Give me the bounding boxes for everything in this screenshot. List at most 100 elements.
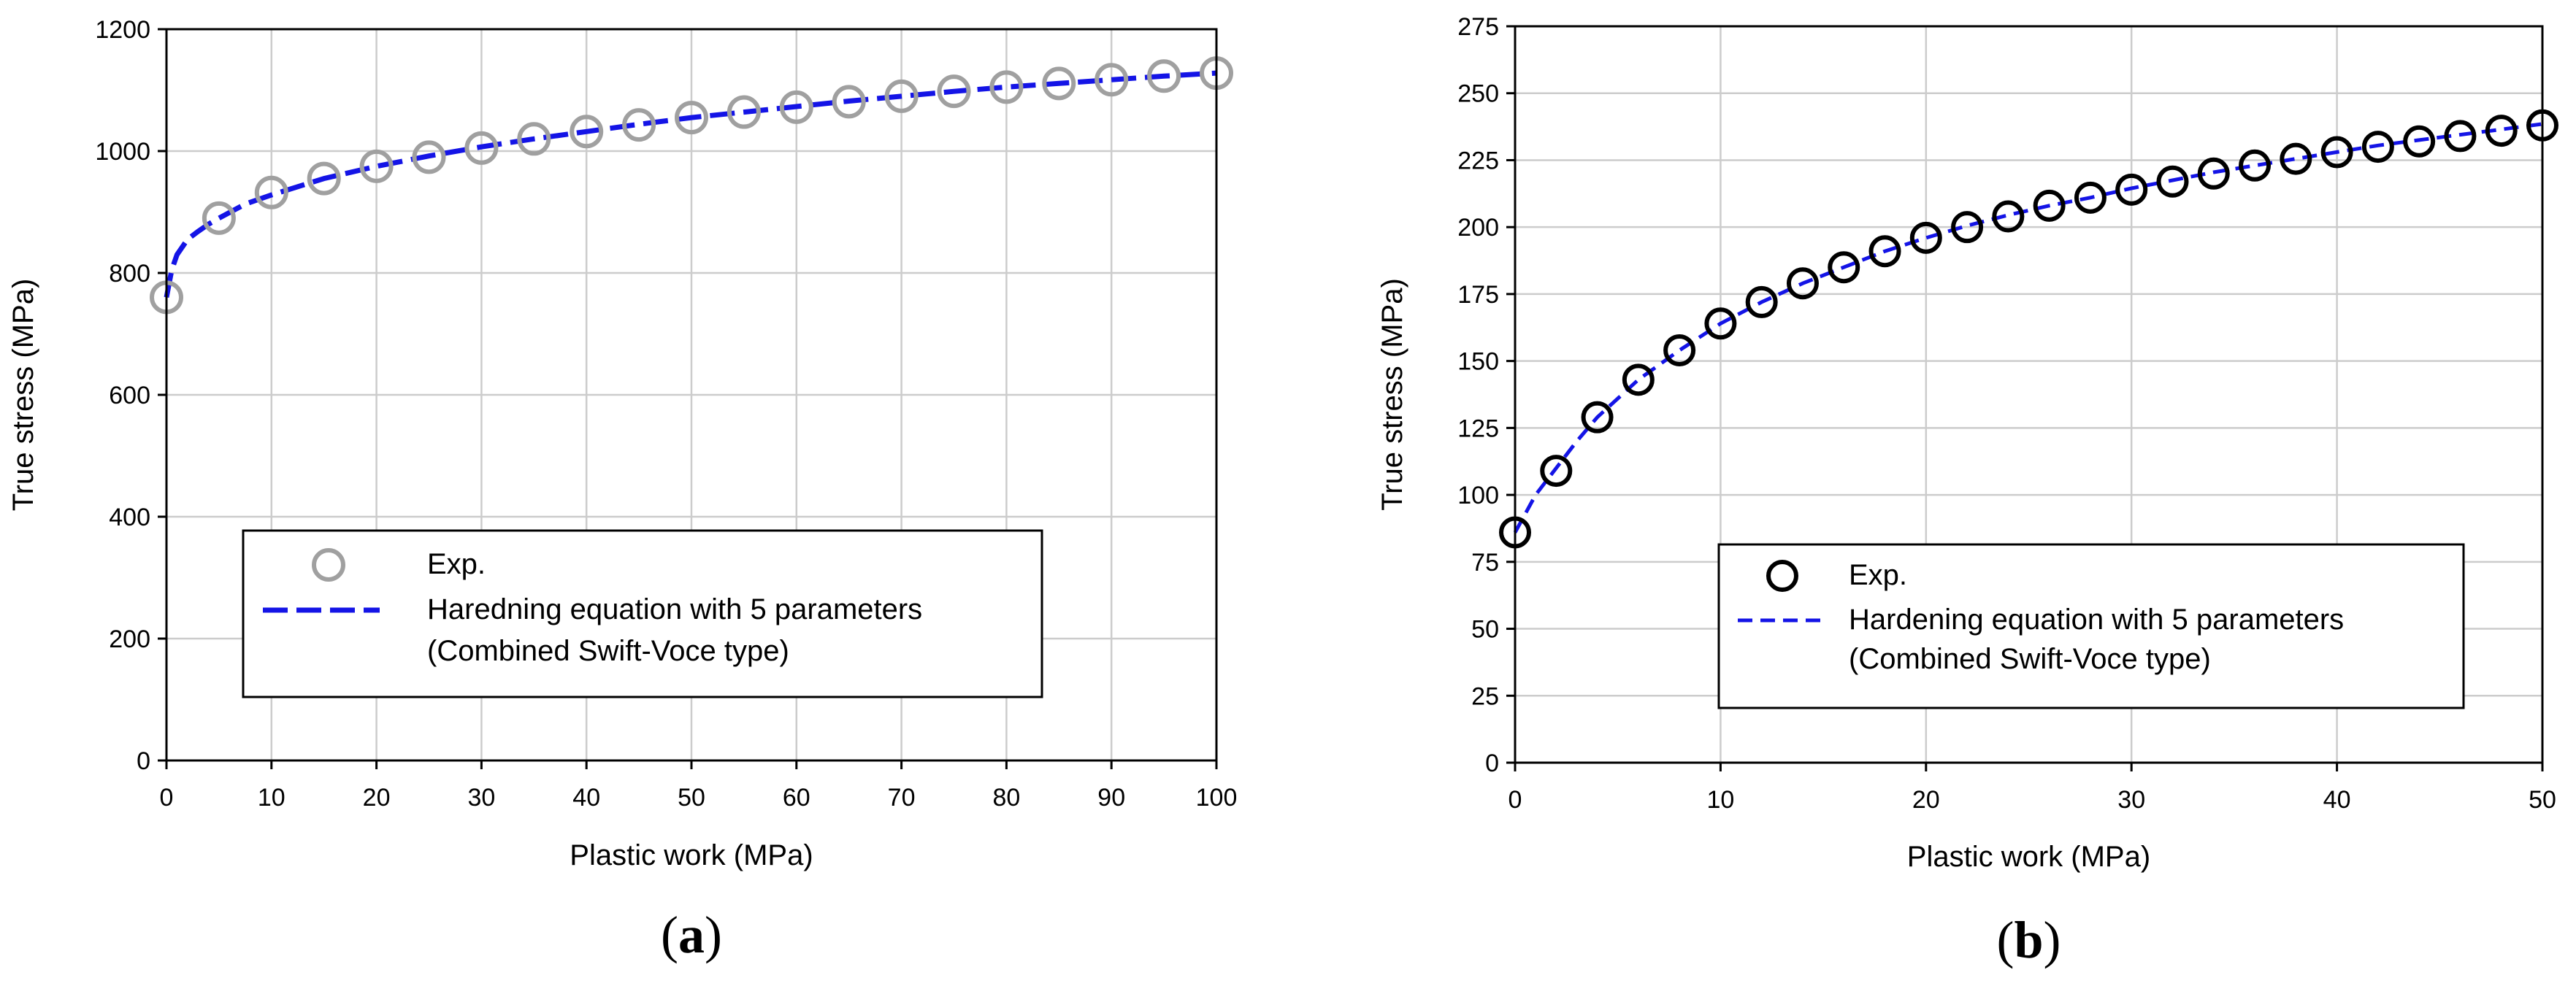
y-tick-label: 100	[1457, 482, 1499, 509]
data-point	[622, 108, 656, 142]
legend-label-line: Hardening equation with 5 parameters	[1849, 604, 2344, 636]
data-point	[989, 70, 1024, 104]
panel-label-open: (	[661, 906, 678, 964]
data-point	[412, 140, 446, 174]
data-point	[2197, 157, 2230, 190]
chart-panel-a: 0 10 20 30 40 50 60 70 80 90 100020040060080010001…	[7, 16, 1237, 964]
data-point	[2320, 136, 2353, 169]
panel-label-letter: b	[2014, 911, 2043, 969]
legend-marker-exp	[1766, 560, 1798, 592]
panel-label-close: )	[705, 906, 722, 964]
x-tick-label: 40	[572, 784, 600, 812]
data-point	[2444, 120, 2477, 153]
data-point	[2403, 125, 2436, 158]
legend-label-line: Haredning equation with 5 parameters	[427, 593, 922, 625]
y-tick-label: 200	[109, 625, 150, 653]
data-point	[254, 175, 288, 209]
y-tick-label: 200	[1457, 214, 1499, 242]
data-point	[517, 122, 551, 156]
data-point	[1581, 401, 1614, 434]
legend-label-exp: Exp.	[427, 548, 486, 580]
legend-label-line: (Combined Swift-Voce type)	[427, 635, 789, 667]
data-point	[1992, 200, 2025, 233]
data-point	[937, 74, 971, 109]
x-axis-label: Plastic work (MPa)	[1907, 841, 2150, 873]
y-tick-label: 1000	[95, 138, 150, 166]
data-point	[1828, 251, 1860, 284]
data-point	[202, 201, 236, 235]
data-point	[2361, 131, 2394, 163]
data-point	[1042, 66, 1076, 101]
x-tick-label: 20	[363, 784, 391, 812]
x-tick-label: 0	[1509, 786, 1522, 814]
x-tick-label: 70	[888, 784, 916, 812]
y-tick-label: 250	[1457, 80, 1499, 108]
data-point	[727, 95, 761, 129]
legend-label-line: (Combined Swift-Voce type)	[1849, 643, 2211, 675]
data-point	[1095, 63, 1129, 97]
data-point	[2239, 149, 2272, 182]
y-tick-label: 1200	[95, 16, 150, 44]
data-point	[464, 131, 499, 165]
data-point	[832, 85, 866, 119]
y-tick-label: 600	[109, 382, 150, 409]
x-tick-label: 20	[1912, 786, 1940, 814]
legend-label-exp: Exp.	[1849, 559, 1907, 591]
data-point	[2033, 189, 2066, 222]
y-tick-label: 50	[1471, 616, 1499, 644]
y-axis-label: True stress (MPa)	[7, 279, 39, 512]
data-point	[2280, 142, 2312, 175]
data-point	[2074, 181, 2107, 214]
x-tick-label: 30	[2117, 786, 2145, 814]
y-tick-label: 25	[1471, 682, 1499, 710]
x-tick-label: 30	[467, 784, 495, 812]
data-point	[1147, 59, 1181, 93]
legend-label-fit: Hardening equation with 5 parameters (Com…	[1849, 604, 2344, 675]
x-tick-label: 50	[2529, 786, 2556, 814]
y-tick-label: 225	[1457, 147, 1499, 174]
y-tick-label: 150	[1457, 348, 1499, 376]
legend-box	[242, 529, 1043, 698]
legend: Exp. Hardening equation with 5 parameters…	[1717, 543, 2465, 709]
series-line-fit	[1513, 122, 2543, 534]
y-tick-label: 800	[109, 260, 150, 288]
legend-marker-exp	[312, 548, 345, 582]
y-tick-label: 125	[1457, 415, 1499, 442]
y-tick-label: 0	[1485, 750, 1499, 777]
y-tick-label: 175	[1457, 281, 1499, 309]
data-point	[1622, 363, 1655, 396]
data-point	[1868, 235, 1901, 268]
x-tick-label: 80	[992, 784, 1020, 812]
legend-box	[1717, 543, 2465, 709]
y-tick-label: 400	[109, 504, 150, 531]
y-axis-label: True stress (MPa)	[1376, 278, 1408, 511]
tick-labels: 0 10 20 30 40 50 0 25 50 75 100 125 150 175 200 225 250 2…	[1457, 13, 2556, 814]
data-point	[779, 90, 813, 124]
data-point	[1704, 307, 1737, 340]
panel-label-open: (	[1996, 911, 2014, 969]
data-point	[675, 101, 708, 135]
chart-panel-b: 0 10 20 30 40 50 0 25 50 75 100 125 150 175 200 225 250 2…	[1376, 13, 2558, 969]
panel-label: (b)	[1996, 911, 2061, 969]
data-point	[2115, 173, 2148, 206]
y-tick-label: 275	[1457, 13, 1499, 41]
panel-label-letter: a	[678, 906, 705, 964]
data-point	[1909, 221, 1942, 254]
data-point	[1786, 267, 1819, 300]
legend-label-fit: Haredning equation with 5 parameters (Com…	[427, 593, 922, 667]
data-point	[1745, 285, 1778, 318]
series-line-fit	[164, 70, 1217, 299]
tick-labels: 0 10 20 30 40 50 60 70 80 90 100020040060080010001…	[95, 16, 1237, 812]
x-axis-label: Plastic work (MPa)	[570, 839, 813, 871]
x-tick-label: 40	[2323, 786, 2351, 814]
data-point	[570, 115, 604, 149]
data-point	[307, 161, 341, 196]
x-tick-label: 90	[1097, 784, 1125, 812]
panel-label-close: )	[2044, 911, 2061, 969]
data-point	[2156, 165, 2189, 198]
x-tick-label: 50	[678, 784, 705, 812]
y-tick-label: 0	[137, 747, 150, 775]
data-point	[359, 149, 394, 183]
data-point	[1540, 455, 1573, 488]
